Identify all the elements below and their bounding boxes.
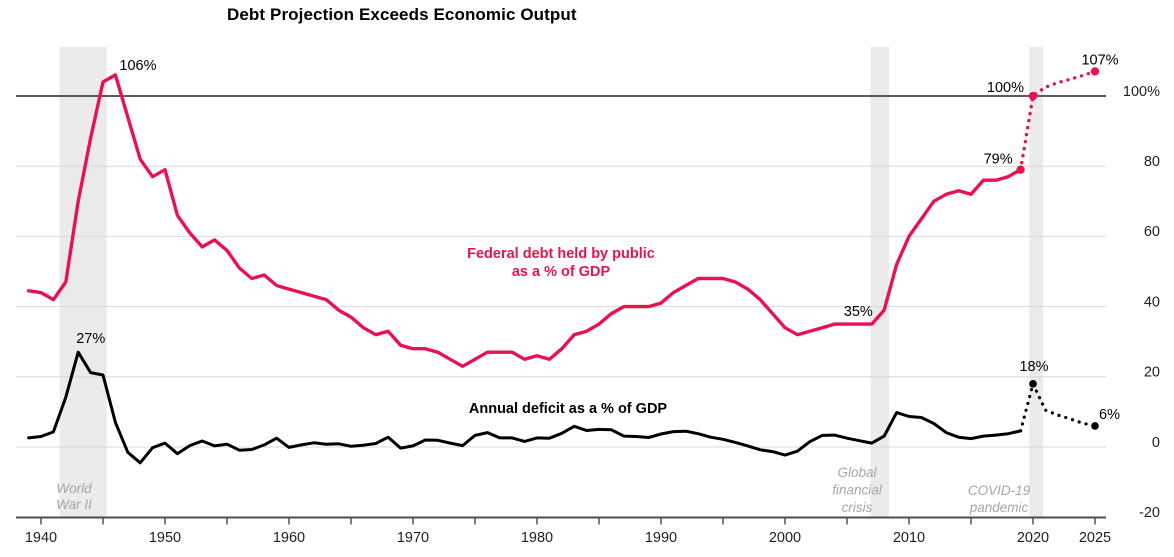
debt-marker-dot: [1090, 67, 1100, 76]
y-axis-label: 20: [1144, 365, 1160, 381]
deficit-marker-dot: [1029, 380, 1037, 388]
series-label: as a % of GDP: [512, 264, 611, 280]
deficit-marker-dot: [1091, 422, 1099, 430]
event-label: financial: [832, 483, 883, 498]
debt-marker-dot: [1016, 165, 1025, 174]
value-annotation: 27%: [76, 331, 105, 347]
x-tick-label: 2020: [1017, 530, 1049, 546]
event-label: COVID-19: [968, 483, 1031, 498]
value-annotation: 79%: [984, 152, 1013, 168]
event-label: crisis: [842, 500, 873, 515]
event-label: World: [56, 481, 92, 496]
y-axis-label: 60: [1144, 224, 1160, 240]
value-annotation: 100%: [987, 80, 1024, 96]
x-tick-label: 1980: [521, 530, 553, 546]
event-band: [1029, 47, 1043, 518]
debt-marker-dot: [1028, 91, 1038, 101]
y-axis-label: 100%: [1123, 84, 1160, 100]
value-annotation: 107%: [1081, 52, 1118, 68]
x-tick-label: 1970: [397, 530, 429, 546]
y-axis-label: 80: [1144, 154, 1160, 170]
x-tick-label: 1940: [25, 530, 57, 546]
y-axis-label: -20: [1139, 505, 1160, 521]
x-tick-label: 2025: [1079, 530, 1111, 546]
x-tick-label: 1990: [645, 530, 677, 546]
y-axis-label: 40: [1144, 294, 1160, 310]
event-label: War II: [56, 497, 92, 512]
x-tick-label: 2010: [893, 530, 925, 546]
value-annotation: 106%: [119, 58, 156, 74]
event-label: pandemic: [969, 500, 1029, 515]
debt-line: [26, 73, 1023, 368]
x-tick-label: 1950: [149, 530, 181, 546]
event-band: [870, 47, 890, 518]
debt-projection-line: [1018, 69, 1097, 172]
chart-title: Debt Projection Exceeds Economic Output: [227, 5, 577, 24]
event-label: Global: [837, 465, 877, 480]
y-axis-label: 0: [1152, 435, 1160, 451]
value-annotation: 35%: [844, 304, 873, 320]
x-tick-label: 2000: [769, 530, 801, 546]
deficit-line: [27, 350, 1023, 465]
series-label: Annual deficit as a % of GDP: [469, 401, 668, 417]
value-annotation: 18%: [1019, 359, 1048, 375]
x-tick-label: 1960: [273, 530, 305, 546]
series-label: Federal debt held by public: [467, 246, 655, 262]
value-annotation: 6%: [1099, 407, 1120, 423]
